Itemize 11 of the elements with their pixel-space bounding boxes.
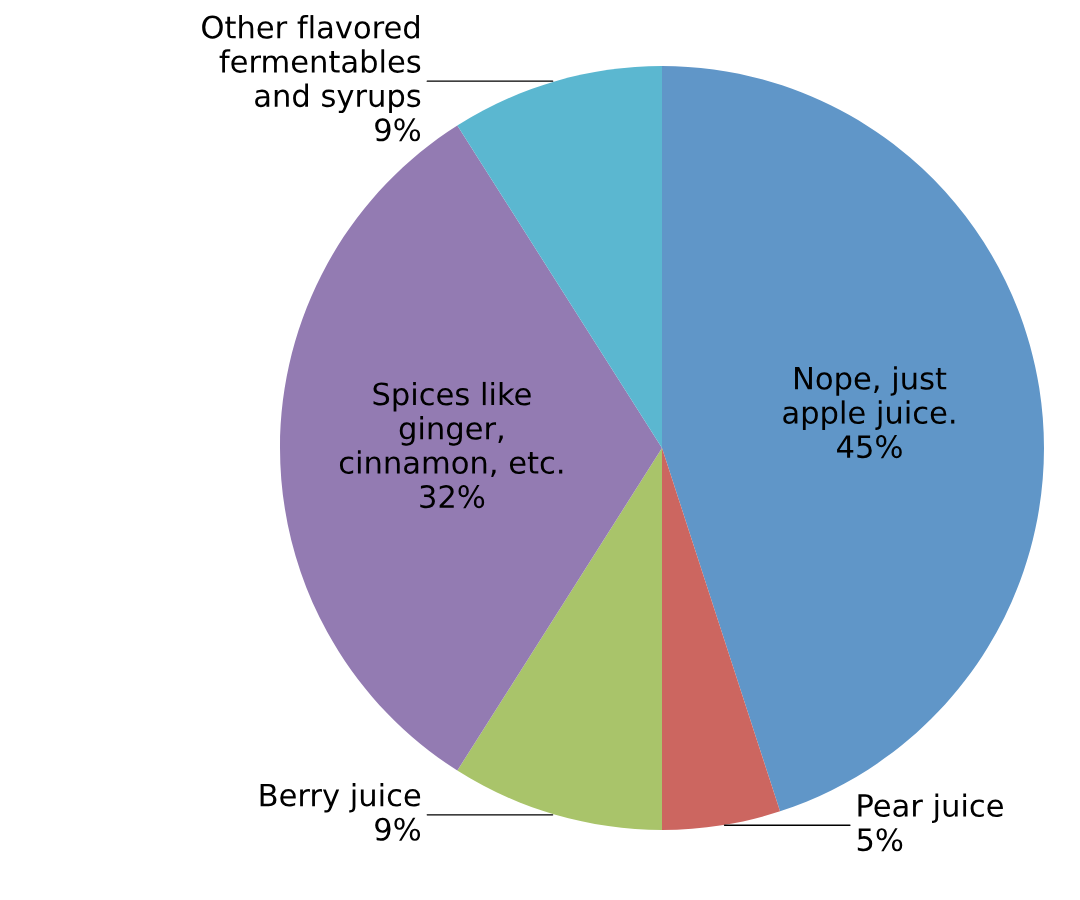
data-label: 9% bbox=[375, 817, 421, 841]
slice-label: Other flavored fermentables and syrups bbox=[202, 15, 421, 114]
slice-label: Berry juice bbox=[260, 782, 421, 813]
data-label: 32% bbox=[420, 485, 485, 509]
data-label: 9% bbox=[375, 118, 421, 142]
slice-label: Pear juice bbox=[858, 793, 1003, 823]
slice-label: Nope, just apple juice. bbox=[783, 366, 955, 430]
data-label: 45% bbox=[837, 435, 902, 459]
slice-label: Spices like ginger, cinnamon, etc. bbox=[339, 381, 563, 478]
data-label: 5% bbox=[857, 828, 903, 852]
pie-slice bbox=[662, 448, 781, 830]
